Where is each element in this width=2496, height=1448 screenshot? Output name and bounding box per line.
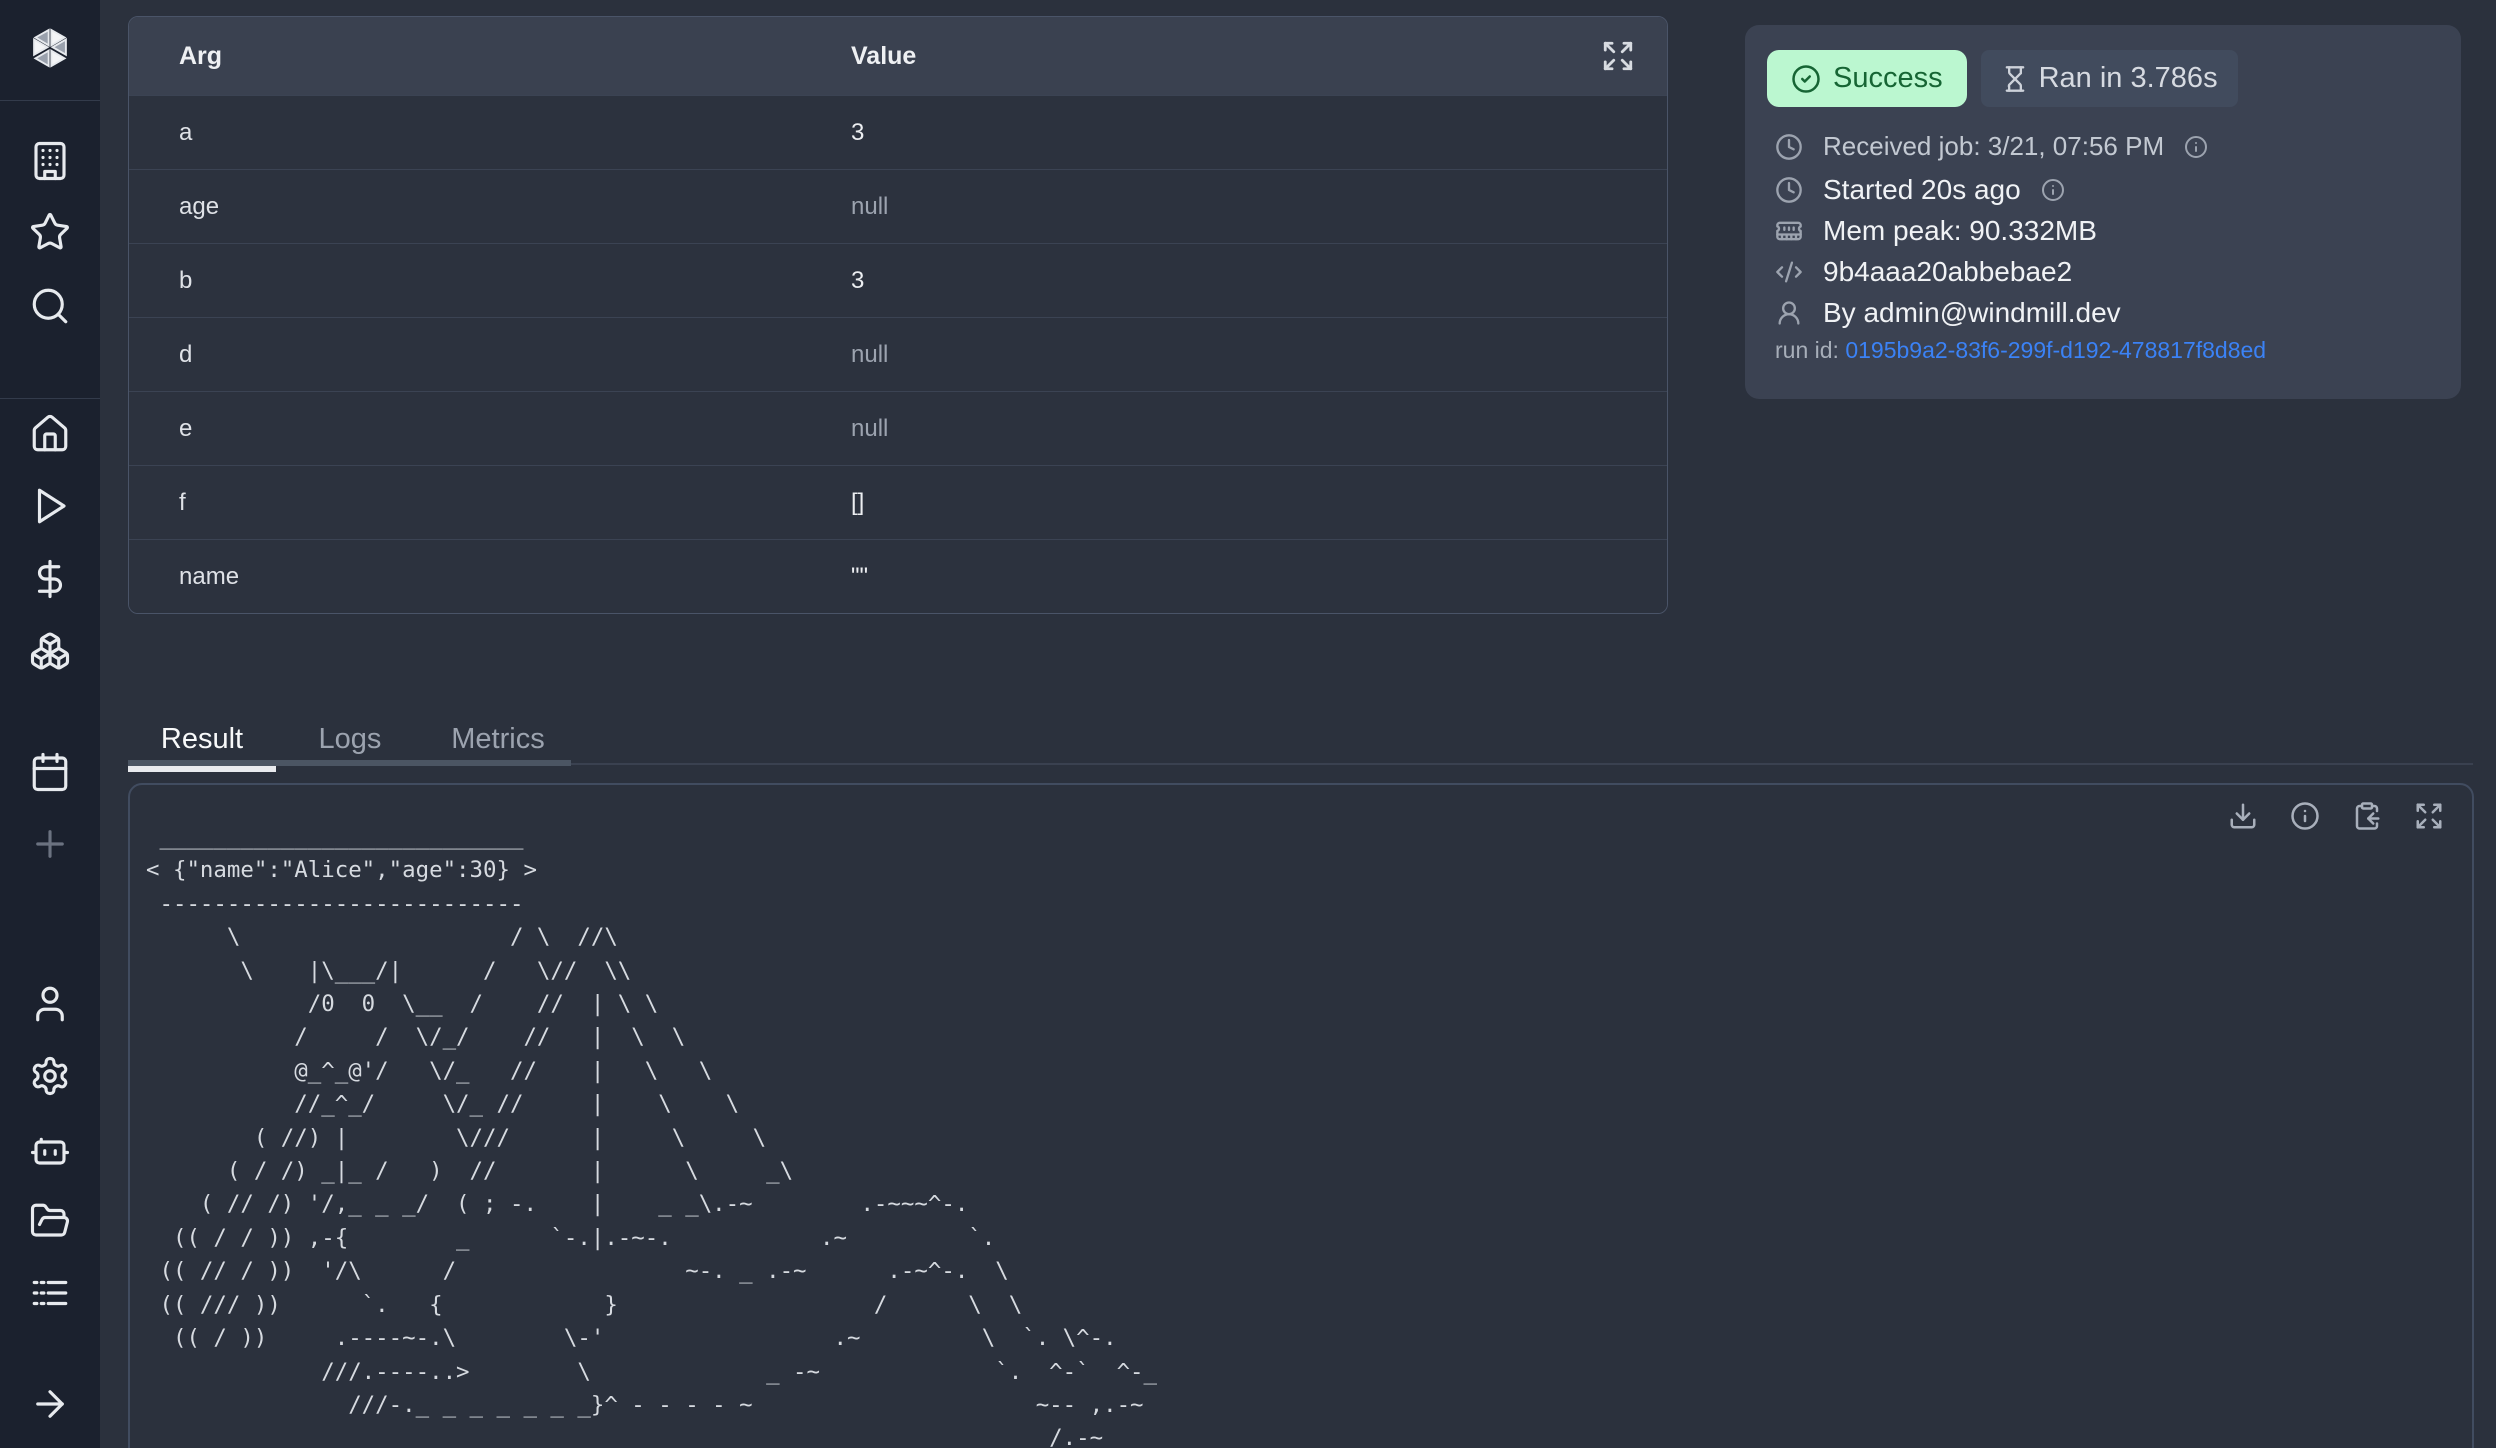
copy-result-button[interactable] xyxy=(2350,799,2384,833)
user-icon xyxy=(1778,301,1800,325)
arrow-right-icon xyxy=(36,1390,64,1418)
result-panel: ___________________________ < {"name":"A… xyxy=(128,783,2474,1448)
tabs-underline xyxy=(128,763,2473,765)
sidebar-item-favorites[interactable] xyxy=(0,211,100,253)
script-hash-line: 9b4aaa20abbebae2 xyxy=(1775,256,2072,288)
arg-value: null xyxy=(851,340,889,368)
sidebar-item-add[interactable] xyxy=(0,823,100,865)
info-button[interactable] xyxy=(2288,799,2322,833)
expand-icon xyxy=(1603,41,1633,71)
result-toolbar xyxy=(2226,799,2446,833)
arg-value: null xyxy=(851,414,889,442)
arg-name: age xyxy=(179,192,220,220)
sidebar-item-home[interactable] xyxy=(0,413,100,455)
sidebar-item-search[interactable] xyxy=(0,285,100,327)
home-icon xyxy=(32,414,68,452)
clock-icon xyxy=(1776,177,1802,203)
code-icon xyxy=(1776,261,1802,283)
sidebar-item-schedules[interactable] xyxy=(0,751,100,793)
tab-logs[interactable]: Logs xyxy=(318,722,382,755)
arg-value: "" xyxy=(851,562,869,590)
arg-name: a xyxy=(179,118,193,146)
table-row: a 3 xyxy=(129,95,1667,169)
sidebar-divider xyxy=(0,398,100,399)
search-icon xyxy=(32,288,68,324)
by-line: By admin@windmill.dev xyxy=(1775,297,2121,329)
table-row: e null xyxy=(129,391,1667,465)
table-row: name "" xyxy=(129,539,1667,613)
table-row: b 3 xyxy=(129,243,1667,317)
run-id-label: run id: xyxy=(1775,337,1846,363)
dollar-sign-icon xyxy=(37,559,63,599)
info-icon[interactable] xyxy=(2184,135,2208,159)
bot-icon xyxy=(30,1137,70,1165)
list-icon xyxy=(32,1280,68,1306)
sidebar-item-audit-logs[interactable] xyxy=(0,1272,100,1314)
result-ascii-output: ___________________________ < {"name":"A… xyxy=(146,824,1158,1448)
run-id-link[interactable]: 0195b9a2-83f6-299f-d192-478817f8d8ed xyxy=(1845,337,2267,363)
tabs-bar xyxy=(128,760,571,766)
arg-value: null xyxy=(851,192,889,220)
plus-icon xyxy=(36,830,64,858)
job-status-card: Success Ran in 3.786s Received job: 3/21… xyxy=(1745,25,2461,399)
star-icon xyxy=(30,212,70,250)
sidebar-item-folders[interactable] xyxy=(0,1200,100,1242)
sidebar-item-runs[interactable] xyxy=(0,485,100,527)
args-table-header: Arg Value xyxy=(129,17,1667,95)
user-icon xyxy=(36,986,64,1022)
run-id-line: run id: 0195b9a2-83f6-299f-d192-478817f8… xyxy=(1775,337,2266,364)
script-hash-link[interactable]: 9b4aaa20abbebae2 xyxy=(1823,256,2073,287)
arg-value: 3 xyxy=(851,266,865,294)
sidebar-item-resources[interactable] xyxy=(0,630,100,672)
column-header-value: Value xyxy=(851,41,917,70)
arg-name: f xyxy=(179,488,186,516)
table-row: f [] xyxy=(129,465,1667,539)
args-table: Arg Value a 3 age null b 3 d null e null… xyxy=(128,16,1668,614)
clock-icon xyxy=(1776,133,1802,160)
tab-result[interactable]: Result xyxy=(128,712,276,772)
column-header-arg: Arg xyxy=(179,41,223,70)
info-icon[interactable] xyxy=(2041,178,2065,202)
hourglass-icon xyxy=(2005,65,2024,92)
sidebar xyxy=(0,0,100,1448)
calendar-icon xyxy=(32,752,68,792)
sidebar-item-workspace[interactable] xyxy=(0,140,100,182)
boxes-icon xyxy=(30,632,70,670)
duration-chip: Ran in 3.786s xyxy=(1980,50,2238,107)
arg-name: d xyxy=(179,340,193,368)
table-row: d null xyxy=(129,317,1667,391)
info-icon xyxy=(2291,802,2319,830)
sidebar-item-variables[interactable] xyxy=(0,558,100,600)
memory-stick-icon xyxy=(1776,221,1802,241)
sidebar-item-account[interactable] xyxy=(0,983,100,1025)
sidebar-item-settings[interactable] xyxy=(0,1055,100,1097)
expand-result-button[interactable] xyxy=(2412,799,2446,833)
arg-name: b xyxy=(179,266,193,294)
play-icon xyxy=(37,488,66,524)
gear-icon xyxy=(32,1056,68,1096)
table-row: age null xyxy=(129,169,1667,243)
arg-name: e xyxy=(179,414,193,442)
circle-check-icon xyxy=(1792,64,1820,93)
arg-value: [] xyxy=(851,488,865,516)
windmill-logo[interactable] xyxy=(0,25,100,71)
arg-name: name xyxy=(179,562,240,590)
mem-line: Mem peak: 90.332MB xyxy=(1775,215,2097,247)
download-icon xyxy=(2230,803,2256,829)
tab-metrics[interactable]: Metrics xyxy=(451,722,545,755)
arg-value: 3 xyxy=(851,118,865,146)
sidebar-divider xyxy=(0,100,100,101)
args-expand-button[interactable] xyxy=(1595,33,1641,79)
started-line: Started 20s ago xyxy=(1775,174,2065,206)
received-line: Received job: 3/21, 07:56 PM xyxy=(1775,131,2208,162)
folder-open-icon xyxy=(30,1203,70,1237)
result-tabs: Result Logs Metrics xyxy=(128,712,572,772)
clipboard-import-icon xyxy=(2355,802,2380,830)
status-badge: Success xyxy=(1767,50,1967,107)
sidebar-expand[interactable] xyxy=(0,1383,100,1425)
building-icon xyxy=(34,141,66,181)
sidebar-item-workers[interactable] xyxy=(0,1128,100,1170)
expand-icon xyxy=(2416,803,2442,829)
download-button[interactable] xyxy=(2226,799,2260,833)
